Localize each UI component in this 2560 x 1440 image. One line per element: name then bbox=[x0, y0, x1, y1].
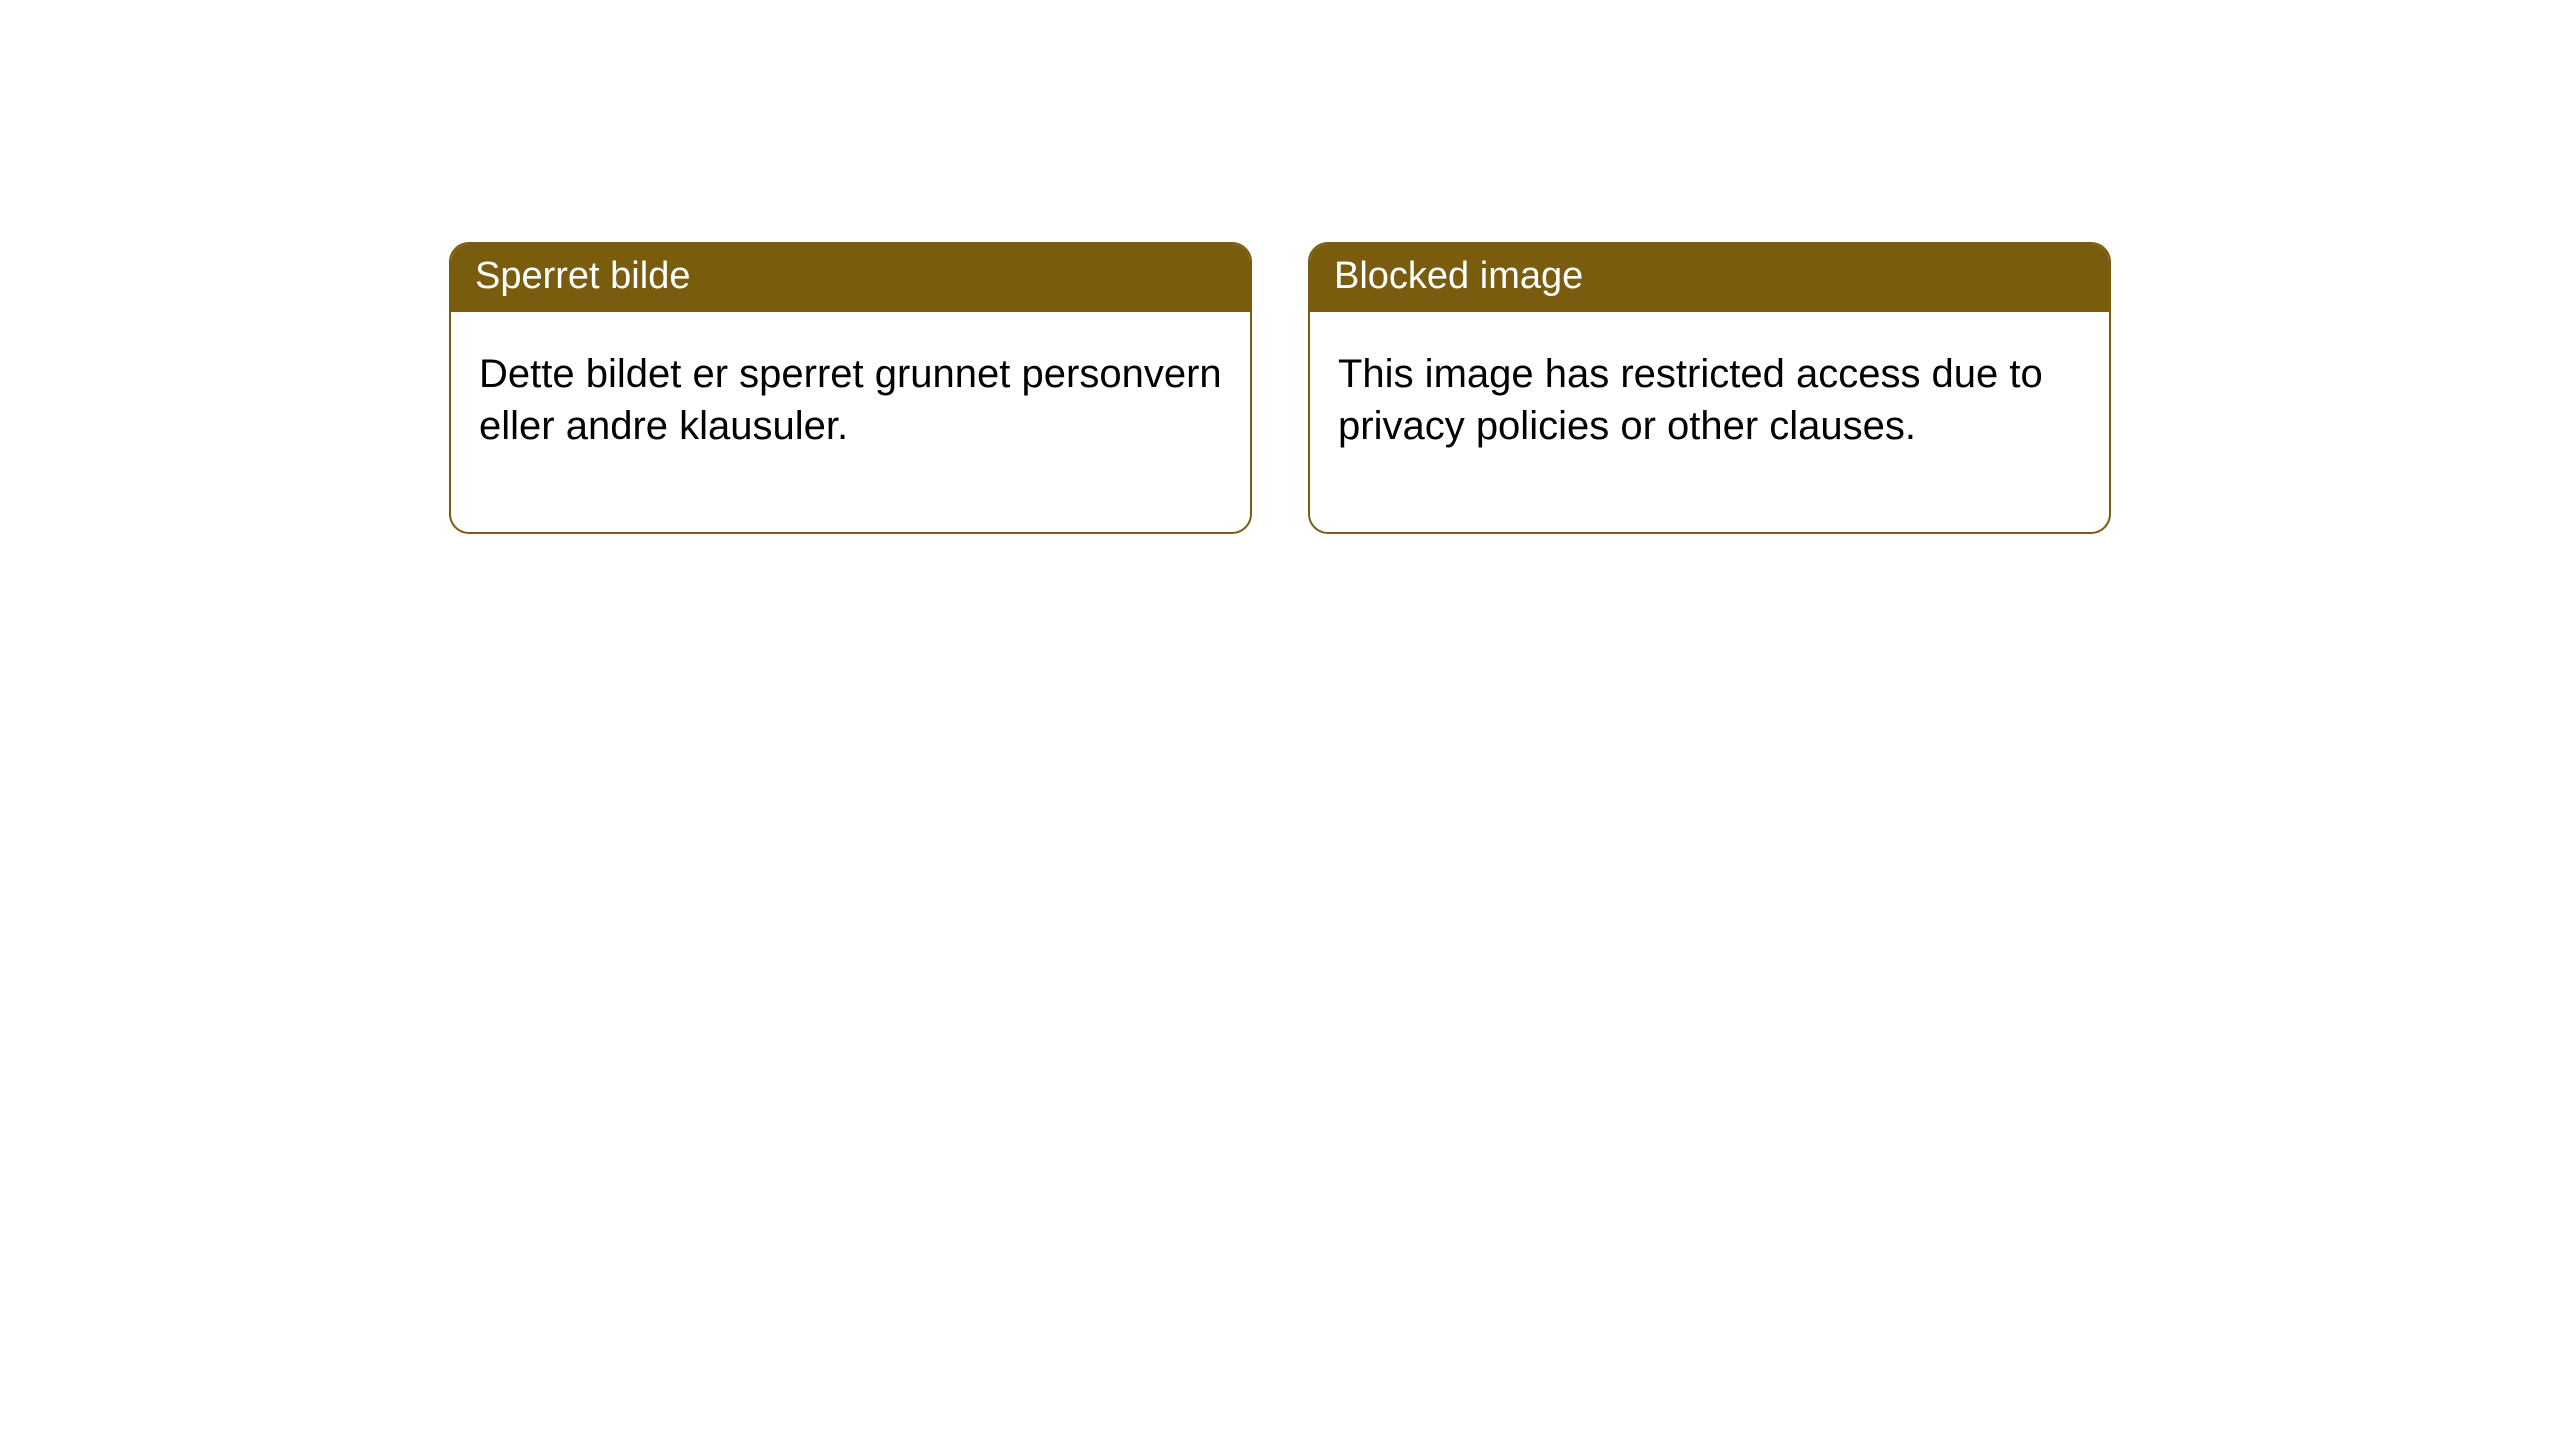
notice-container: Sperret bilde Dette bildet er sperret gr… bbox=[0, 0, 2560, 534]
notice-body-english: This image has restricted access due to … bbox=[1310, 312, 2109, 532]
notice-body-norwegian: Dette bildet er sperret grunnet personve… bbox=[451, 312, 1250, 532]
notice-card-norwegian: Sperret bilde Dette bildet er sperret gr… bbox=[449, 242, 1252, 534]
notice-title-english: Blocked image bbox=[1310, 244, 2109, 312]
notice-card-english: Blocked image This image has restricted … bbox=[1308, 242, 2111, 534]
notice-title-norwegian: Sperret bilde bbox=[451, 244, 1250, 312]
